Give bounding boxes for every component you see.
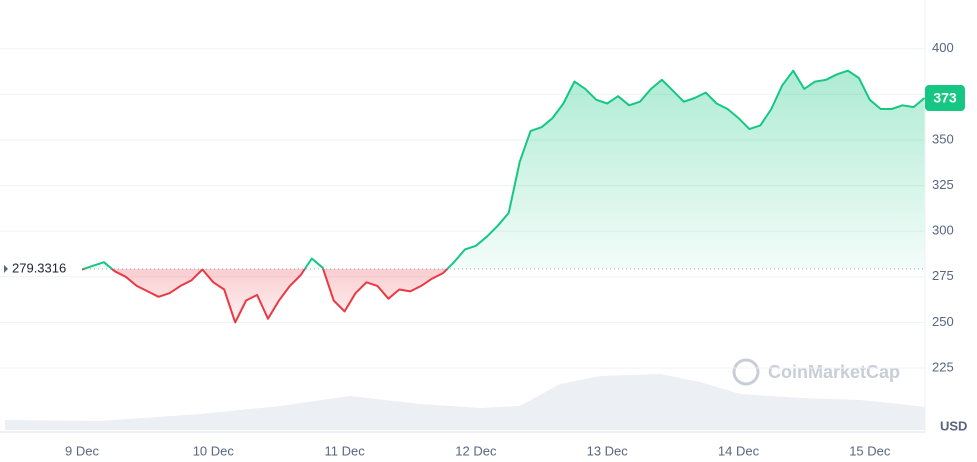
price-line: [81, 69, 926, 324]
x-tick-label: 9 Dec: [65, 443, 99, 458]
x-tick-label: 10 Dec: [193, 443, 235, 458]
price-tag-label: 373: [933, 90, 957, 106]
y-tick-label: 300: [932, 223, 954, 238]
y-tick-label: 325: [932, 177, 954, 192]
area-fill: [82, 70, 925, 323]
y-tick-label: 225: [932, 359, 954, 374]
baseline-label: 279.3316: [12, 260, 66, 275]
y-axis-label: USD: [940, 418, 967, 433]
watermark: CoinMarketCap: [732, 358, 900, 386]
watermark-text: CoinMarketCap: [768, 362, 900, 382]
y-tick-label: 250: [932, 314, 954, 329]
x-tick-label: 11 Dec: [324, 443, 365, 458]
baseline-marker: [4, 264, 8, 273]
y-tick-label: 400: [932, 40, 954, 55]
y-tick-label: 350: [932, 131, 954, 146]
x-tick-label: 12 Dec: [455, 443, 497, 458]
volume-area: [5, 374, 925, 430]
x-tick-label: 14 Dec: [718, 443, 760, 458]
x-tick-label: 15 Dec: [849, 443, 891, 458]
x-tick-label: 13 Dec: [587, 443, 629, 458]
y-tick-label: 275: [932, 268, 954, 283]
price-tag: [925, 85, 965, 112]
